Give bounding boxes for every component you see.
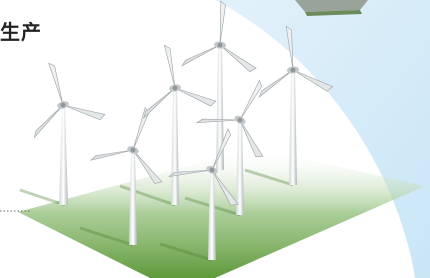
label: 生产	[0, 16, 42, 45]
turbine	[17, 53, 106, 205]
page: 生产 (() => { const data = JSON.parse(docu…	[0, 0, 430, 278]
illustration	[0, 0, 430, 278]
building	[295, 0, 368, 16]
